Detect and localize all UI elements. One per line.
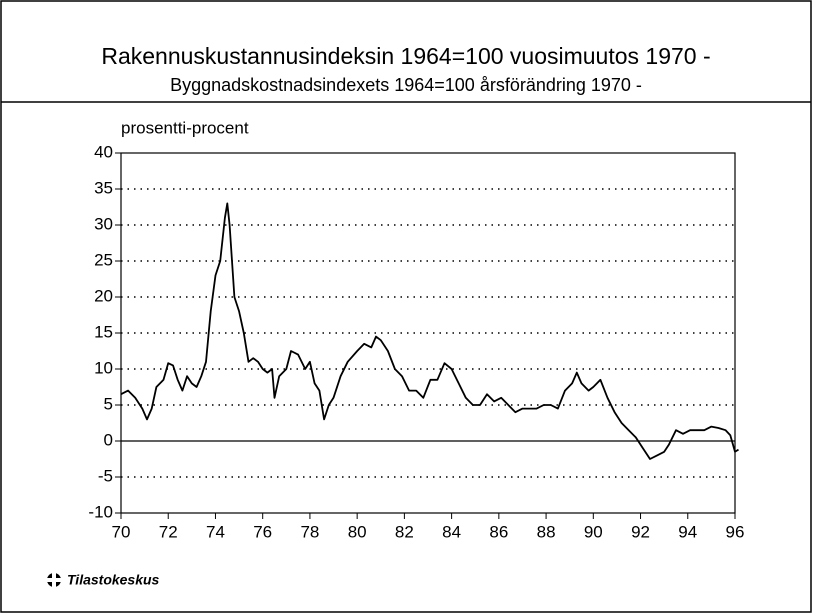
x-tick-label: 72 — [159, 522, 178, 541]
x-tick-label: 76 — [253, 522, 272, 541]
chart-title: Rakennuskustannusindeksin 1964=100 vuosi… — [101, 43, 710, 69]
x-tick-label: 80 — [348, 522, 367, 541]
y-tick-label: -5 — [98, 466, 113, 485]
y-axis-label: prosentti-procent — [121, 118, 249, 137]
x-tick-label: 74 — [206, 522, 225, 541]
x-tick-label: 82 — [395, 522, 414, 541]
y-tick-label: -10 — [88, 502, 113, 521]
x-tick-label: 92 — [631, 522, 650, 541]
x-tick-label: 94 — [678, 522, 697, 541]
x-tick-label: 78 — [300, 522, 319, 541]
x-tick-label: 86 — [489, 522, 508, 541]
y-tick-label: 35 — [94, 178, 113, 197]
y-tick-label: 5 — [104, 394, 113, 413]
x-tick-label: 88 — [537, 522, 556, 541]
source: Tilastokeskus — [67, 572, 160, 588]
x-tick-label: 70 — [112, 522, 131, 541]
y-tick-label: 10 — [94, 358, 113, 377]
x-tick-label: 90 — [584, 522, 603, 541]
y-tick-label: 30 — [94, 214, 113, 233]
y-tick-label: 0 — [104, 430, 113, 449]
y-tick-label: 20 — [94, 286, 113, 305]
x-tick-label: 96 — [726, 522, 745, 541]
y-tick-label: 40 — [94, 142, 113, 161]
chart-subtitle: Byggnadskostnadsindexets 1964=100 årsför… — [170, 75, 642, 95]
y-tick-label: 15 — [94, 322, 113, 341]
data-line — [120, 202, 739, 460]
y-tick-label: 25 — [94, 250, 113, 269]
x-tick-label: 84 — [442, 522, 461, 541]
logo — [45, 571, 63, 589]
